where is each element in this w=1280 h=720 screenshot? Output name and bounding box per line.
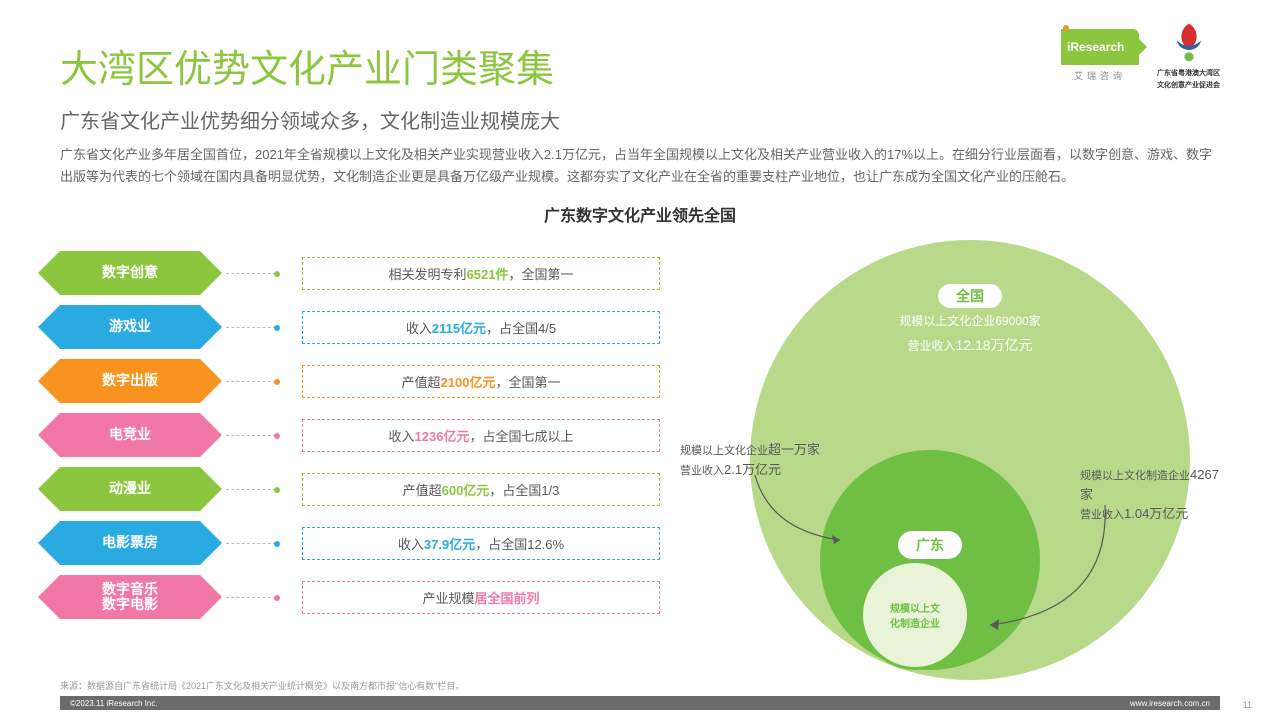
category-diamond: 数字音乐 数字电影 bbox=[60, 575, 200, 619]
venn-outer-line2: 营业收入12.18万亿元 bbox=[899, 335, 1040, 355]
page-subtitle: 广东省文化产业优势细分领域众多，文化制造业规模庞大 bbox=[60, 105, 1220, 134]
footer-bar: ©2023.11 iResearch Inc. www.iresearch.co… bbox=[60, 696, 1220, 710]
connector-line bbox=[226, 381, 276, 382]
page-number: 11 bbox=[1243, 700, 1252, 710]
category-diamond: 电影票房 bbox=[60, 521, 200, 565]
category-row: 动漫业 产值超600亿元，占全国1/3 bbox=[60, 466, 660, 512]
iresearch-logo: iResearch 艾瑞咨询 bbox=[1061, 29, 1139, 82]
category-row: 数字创意 相关发明专利6521件，全国第一 bbox=[60, 250, 660, 296]
footer-source: 来源：数据源自广东省统计局《2021广东文化及相关产业统计概览》以及南方都市报"… bbox=[60, 679, 1220, 696]
category-label: 数字创意 bbox=[60, 251, 200, 295]
category-label: 游戏业 bbox=[60, 305, 200, 349]
venn-diagram: 全国 规模以上文化企业69000家 营业收入12.18万亿元 广东 规模以上文 … bbox=[690, 250, 1220, 690]
category-label: 电影票房 bbox=[60, 521, 200, 565]
iresearch-sub: 艾瑞咨询 bbox=[1074, 69, 1126, 82]
venn-inner: 规模以上文 化制造企业 bbox=[860, 560, 970, 670]
category-row: 电影票房 收入37.9亿元，占全国12.6% bbox=[60, 520, 660, 566]
category-desc: 相关发明专利6521件，全国第一 bbox=[302, 257, 660, 290]
venn-inner-text: 规模以上文 化制造企业 bbox=[890, 600, 940, 630]
category-desc: 产业规模居全国前列 bbox=[302, 581, 660, 614]
org-text-2: 文化创意产业促进会 bbox=[1157, 80, 1220, 90]
category-desc: 产值超600亿元，占全国1/3 bbox=[302, 473, 660, 506]
iresearch-text: iResearch bbox=[1067, 40, 1124, 54]
org-icon bbox=[1166, 20, 1212, 66]
connector-line bbox=[226, 489, 276, 490]
category-row: 数字出版 产值超2100亿元，全国第一 bbox=[60, 358, 660, 404]
category-label: 数字出版 bbox=[60, 359, 200, 403]
category-list: 数字创意 相关发明专利6521件，全国第一游戏业 收入2115亿元，占全国4/5 数字… bbox=[60, 250, 660, 690]
category-label: 动漫业 bbox=[60, 467, 200, 511]
category-row: 电竞业 收入1236亿元，占全国七成以上 bbox=[60, 412, 660, 458]
connector-line bbox=[226, 435, 276, 436]
category-diamond: 电竞业 bbox=[60, 413, 200, 457]
footer: 来源：数据源自广东省统计局《2021广东文化及相关产业统计概览》以及南方都市报"… bbox=[60, 679, 1220, 710]
category-desc: 收入1236亿元，占全国七成以上 bbox=[302, 419, 660, 452]
connector-line bbox=[226, 327, 276, 328]
org-logo: 广东省粤港澳大湾区 文化创意产业促进会 bbox=[1157, 20, 1220, 90]
section-title: 广东数字文化产业领先全国 bbox=[60, 202, 1220, 226]
category-desc: 收入2115亿元，占全国4/5 bbox=[302, 311, 660, 344]
category-row: 数字音乐 数字电影 产业规模居全国前列 bbox=[60, 574, 660, 620]
venn-mid-pill: 广东 bbox=[898, 531, 962, 559]
category-diamond: 数字出版 bbox=[60, 359, 200, 403]
arrow-left-icon bbox=[750, 470, 870, 550]
logo-area: iResearch 艾瑞咨询 广东省粤港澳大湾区 文化创意产业促进会 bbox=[1061, 20, 1220, 90]
category-desc: 收入37.9亿元，占全国12.6% bbox=[302, 527, 660, 560]
category-desc: 产值超2100亿元，全国第一 bbox=[302, 365, 660, 398]
page-paragraph: 广东省文化产业多年居全国首位，2021年全省规模以上文化及相关产业实现营业收入2… bbox=[60, 144, 1220, 188]
category-diamond: 游戏业 bbox=[60, 305, 200, 349]
footer-copyright: ©2023.11 iResearch Inc. bbox=[70, 699, 158, 708]
category-row: 游戏业 收入2115亿元，占全国4/5 bbox=[60, 304, 660, 350]
connector-line bbox=[226, 543, 276, 544]
org-text-1: 广东省粤港澳大湾区 bbox=[1157, 68, 1220, 78]
category-diamond: 数字创意 bbox=[60, 251, 200, 295]
connector-line bbox=[226, 597, 276, 598]
venn-outer-pill: 全国 bbox=[938, 284, 1002, 308]
category-label: 数字音乐 数字电影 bbox=[60, 575, 200, 619]
venn-outer-line1: 规模以上文化企业69000家 bbox=[899, 312, 1040, 329]
arrow-right-icon bbox=[970, 500, 1120, 650]
page-title: 大湾区优势文化产业门类聚集 bbox=[60, 38, 1220, 93]
connector-line bbox=[226, 273, 276, 274]
category-label: 电竞业 bbox=[60, 413, 200, 457]
category-diamond: 动漫业 bbox=[60, 467, 200, 511]
footer-url: www.iresearch.com.cn bbox=[1130, 699, 1210, 708]
